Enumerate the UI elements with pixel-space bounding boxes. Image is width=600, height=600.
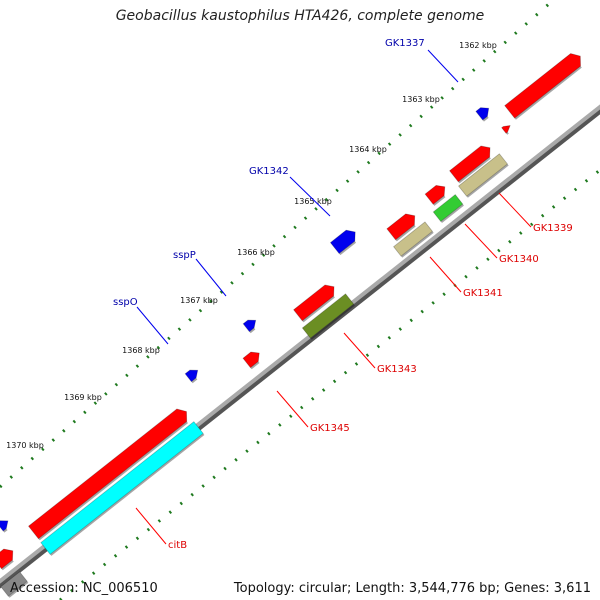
gene-label: sspP: [173, 250, 196, 261]
gene-gk1343: [293, 284, 335, 323]
gene-sspp: [242, 319, 257, 334]
label-leader-line: [276, 390, 309, 428]
gene-gk1339-tan: [458, 153, 509, 198]
gene-label: GK1340: [499, 254, 539, 265]
label-leader-line: [343, 332, 376, 369]
gene-label: GK1341: [463, 288, 503, 299]
gene-small: [501, 125, 511, 135]
accession-text: Accession: NC_006510: [10, 581, 158, 596]
gene-label: GK1337: [385, 38, 425, 49]
genome-info-text: Topology: circular; Length: 3,544,776 bp…: [233, 581, 591, 596]
gene-label: GK1345: [310, 423, 350, 434]
inner-tick-track: [59, 168, 600, 600]
map-title: Geobacillus kaustophilus HTA426, complet…: [115, 8, 485, 24]
gene-sspo: [184, 369, 199, 384]
gene-citb-a: [27, 408, 188, 541]
gene-gk1340: [424, 184, 446, 206]
label-leader-line: [135, 507, 167, 545]
gene-gk1342: [329, 229, 357, 256]
gene-blue-edge: [0, 520, 9, 533]
gene-gk1340-green: [432, 194, 464, 223]
gene-label: sspO: [113, 297, 138, 308]
ruler-label: 1369 kbp: [64, 393, 102, 402]
gene-grey-edge: [0, 571, 29, 598]
gene-label: GK1343: [377, 364, 417, 375]
ruler-label: 1366 kbp: [237, 248, 275, 257]
footer-bar: Accession: NC_006510 Topology: circular;…: [0, 578, 600, 600]
label-leader-line: [289, 176, 331, 217]
ruler-label: 1362 kbp: [459, 41, 497, 50]
gene-gk1341: [386, 213, 416, 242]
gene-citb: [40, 421, 205, 556]
ruler-label: 1367 kbp: [180, 296, 218, 305]
ruler-label: 1364 kbp: [349, 145, 387, 154]
outer-tick-track: [0, 1, 551, 489]
label-leader-line: [429, 256, 462, 293]
gene-gk1339: [449, 145, 491, 184]
label-leader-line: [195, 258, 227, 297]
gene-label: citB: [168, 540, 187, 551]
gene-edge: [0, 548, 14, 571]
label-leader-line: [136, 306, 169, 345]
gene-gk1338: [504, 53, 582, 120]
gene-label: GK1339: [533, 223, 573, 234]
gene-gk1345: [242, 351, 260, 370]
gene-label: GK1342: [249, 166, 289, 177]
ruler-label: 1363 kbp: [402, 95, 440, 104]
label-leader-line: [498, 192, 532, 228]
gene-gk1343-olive: [301, 293, 355, 340]
ruler-label: 1370 kbp: [6, 441, 44, 450]
ruler-label: 1368 kbp: [122, 346, 160, 355]
ruler-label: 1365 kbp: [294, 197, 332, 206]
label-leader-line: [427, 49, 459, 83]
gene-gk1341-tan: [393, 221, 434, 258]
gene-gk1337: [475, 107, 490, 122]
label-leader-line: [464, 223, 498, 259]
